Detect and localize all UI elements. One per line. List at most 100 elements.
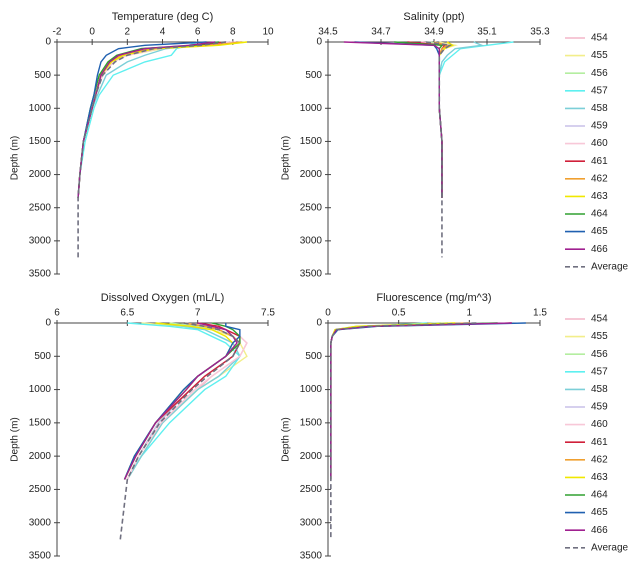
- y-tick-label: 3000: [300, 517, 323, 528]
- profile-line: [425, 41, 453, 258]
- profile-line: [330, 322, 456, 480]
- legend-label: 454: [591, 314, 608, 325]
- x-tick-label: 35.1: [477, 27, 497, 38]
- profile-line: [77, 41, 216, 198]
- profile-line: [77, 41, 207, 198]
- legend-label: Average: [591, 542, 629, 553]
- y-tick-label: 0: [45, 318, 51, 329]
- profile-line: [330, 322, 442, 480]
- profile-line: [77, 41, 233, 198]
- legend-label: 455: [591, 50, 608, 61]
- profile-line: [77, 41, 247, 198]
- y-tick-label: 2500: [300, 484, 323, 495]
- panel: Salinity (ppt) Depth (m) 34.5 34.7 34.9 35.1 3…: [281, 11, 629, 280]
- profile-line: [438, 41, 485, 198]
- legend-label: 462: [591, 173, 608, 184]
- y-tick-label: 3500: [300, 269, 323, 280]
- x-tick-label: 0: [89, 27, 95, 38]
- y-tick-label: 2000: [29, 451, 52, 462]
- y-tick-label: 1000: [29, 384, 52, 395]
- y-tick-label: 1000: [29, 103, 52, 114]
- y-tick-label: 3500: [29, 551, 52, 562]
- legend-label: 456: [591, 349, 608, 360]
- y-tick-label: 2500: [29, 484, 52, 495]
- profile-line: [330, 322, 512, 480]
- legend-label: 458: [591, 103, 608, 114]
- x-tick-label: 7: [195, 308, 201, 319]
- chart-title: Fluorescence (mg/m^3): [376, 292, 491, 304]
- legend-label: 465: [591, 226, 608, 237]
- y-tick-label: 2000: [29, 169, 52, 180]
- panel: Fluorescence (mg/m^3) Depth (m) 0 0.5 1 1.5 0 5…: [281, 292, 629, 562]
- y-axis-label: Depth (m): [10, 417, 21, 461]
- x-tick-label: 0: [325, 308, 331, 319]
- profile-line: [77, 41, 198, 198]
- legend-label: 454: [591, 33, 608, 44]
- profile-line: [77, 41, 216, 198]
- legend-label: 461: [591, 437, 608, 448]
- legend-label: 459: [591, 121, 608, 132]
- profile-line: [119, 322, 241, 540]
- chart-title: Salinity (ppt): [403, 11, 464, 23]
- panel: Temperature (deg C)Depth (m)-2 0 2 4 6 8 10050…: [10, 11, 274, 280]
- x-tick-label: 10: [262, 27, 274, 38]
- profile-line: [438, 41, 514, 198]
- legend-label: 466: [591, 244, 608, 255]
- profile-line: [77, 41, 226, 258]
- x-tick-label: 34.9: [424, 27, 444, 38]
- profile-line: [330, 322, 449, 480]
- legend-label: 455: [591, 331, 608, 342]
- y-tick-label: 500: [305, 351, 322, 362]
- x-tick-label: 0.5: [392, 308, 406, 319]
- profile-line: [330, 322, 477, 540]
- legend-label: 461: [591, 156, 608, 167]
- legend-label: 462: [591, 454, 608, 465]
- y-axis-label: Depth (m): [281, 417, 292, 461]
- legend-label: 459: [591, 402, 608, 413]
- x-tick-label: 8: [230, 27, 236, 38]
- profile-line: [77, 41, 242, 198]
- profile-line: [330, 322, 470, 480]
- legend-label: 457: [591, 366, 608, 377]
- y-tick-label: 2000: [300, 169, 323, 180]
- profile-line: [123, 322, 238, 480]
- y-tick-label: 2000: [300, 451, 323, 462]
- y-tick-label: 3000: [300, 235, 323, 246]
- y-tick-label: 3500: [29, 269, 52, 280]
- x-tick-label: 6.5: [120, 308, 134, 319]
- y-tick-label: 1500: [29, 136, 52, 147]
- profile-line: [343, 41, 443, 198]
- x-tick-label: 2: [125, 27, 131, 38]
- legend-label: 464: [591, 490, 608, 501]
- profile-line: [330, 322, 526, 480]
- y-tick-label: 1500: [300, 136, 323, 147]
- x-tick-label: 1: [467, 308, 473, 319]
- legend-label: 463: [591, 472, 608, 483]
- profile-line: [330, 322, 427, 480]
- profile-line: [77, 41, 219, 198]
- chart-title: Temperature (deg C): [112, 11, 214, 23]
- legend-label: 457: [591, 85, 608, 96]
- y-tick-label: 2500: [300, 202, 323, 213]
- legend-label: 460: [591, 138, 608, 149]
- y-tick-label: 0: [45, 37, 51, 48]
- legend-label: 463: [591, 191, 608, 202]
- y-tick-label: 3000: [29, 517, 52, 528]
- y-tick-label: 3500: [300, 551, 323, 562]
- y-axis-label: Depth (m): [281, 136, 292, 180]
- x-tick-label: 4: [160, 27, 166, 38]
- x-tick-label: 6: [195, 27, 201, 38]
- profile-line: [330, 322, 512, 480]
- profile-line: [330, 322, 498, 480]
- y-tick-label: 500: [34, 351, 51, 362]
- profile-line: [77, 41, 247, 198]
- x-tick-label: 34.5: [318, 27, 338, 38]
- y-tick-label: 500: [305, 70, 322, 81]
- x-tick-label: 6: [54, 308, 60, 319]
- legend-label: 456: [591, 68, 608, 79]
- x-tick-label: 35.3: [530, 27, 550, 38]
- profile-line: [330, 322, 498, 480]
- y-tick-label: 1500: [300, 417, 323, 428]
- y-tick-label: 1500: [29, 417, 52, 428]
